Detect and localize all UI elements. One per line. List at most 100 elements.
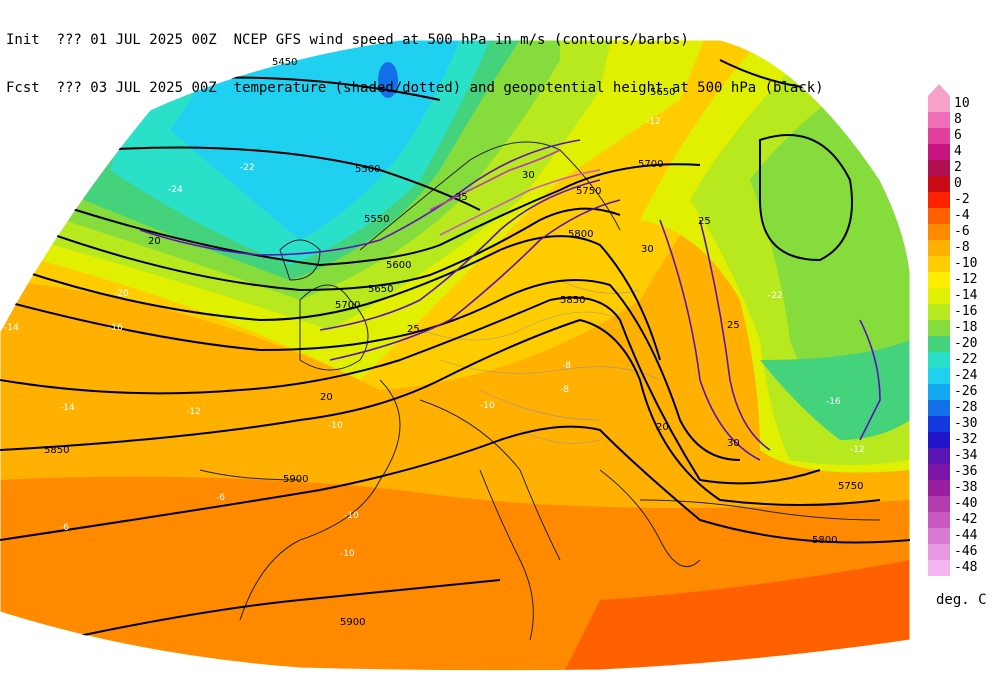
fcst-line: Fcst ??? 03 JUL 2025 00Z temperature (sh… bbox=[6, 80, 824, 96]
temp-label: -12 bbox=[186, 407, 201, 417]
legend-label: -28 bbox=[954, 400, 978, 415]
height-label-5900-south: 5900 bbox=[340, 617, 365, 628]
legend-swatch bbox=[928, 256, 950, 272]
legend-swatch bbox=[928, 368, 950, 384]
legend-label: -46 bbox=[954, 544, 978, 559]
height-label-5900: 5900 bbox=[283, 474, 308, 485]
height-label-5600: 5600 bbox=[386, 260, 411, 271]
legend-label: 10 bbox=[954, 96, 970, 111]
legend-swatch bbox=[928, 464, 950, 480]
temp-label: -16 bbox=[826, 397, 841, 407]
legend-swatch bbox=[928, 288, 950, 304]
legend-swatch bbox=[928, 144, 950, 160]
legend-swatch bbox=[928, 176, 950, 192]
map-frame bbox=[0, 39, 911, 672]
wind-label: 30 bbox=[641, 244, 654, 255]
init-label: Init bbox=[6, 32, 40, 48]
legend-label: -10 bbox=[954, 256, 978, 271]
legend-swatch bbox=[928, 272, 950, 288]
legend-label: -30 bbox=[954, 416, 978, 431]
wind-label: 25 bbox=[727, 320, 740, 331]
height-label-5700: 5700 bbox=[335, 300, 360, 311]
temp-label: -22 bbox=[768, 291, 783, 301]
legend-swatch bbox=[928, 224, 950, 240]
legend-entry: -24 bbox=[928, 368, 998, 384]
fcst-label: Fcst bbox=[6, 80, 40, 96]
legend-entry: -6 bbox=[928, 224, 998, 240]
legend-label: -2 bbox=[954, 192, 970, 207]
height-contours bbox=[0, 59, 910, 641]
wind-label: 25 bbox=[407, 324, 420, 335]
map-header: Init ??? 01 JUL 2025 00Z NCEP GFS wind s… bbox=[6, 0, 824, 112]
legend-swatch bbox=[928, 528, 950, 544]
legend-label: 0 bbox=[954, 176, 962, 191]
temp-label: -22 bbox=[240, 163, 255, 173]
legend-label: -44 bbox=[954, 528, 978, 543]
legend-swatch bbox=[928, 320, 950, 336]
temp-label: -10 bbox=[340, 549, 355, 559]
temp-label: -10 bbox=[344, 511, 359, 521]
legend-entry: -40 bbox=[928, 496, 998, 512]
height-label-5650: 5650 bbox=[368, 284, 393, 295]
temp-label: -20 bbox=[114, 289, 129, 299]
legend-arrow-icon bbox=[928, 84, 950, 96]
legend-entry: -38 bbox=[928, 480, 998, 496]
temperature-labels: -14 -16 -22 -24 -12 -10 -8 -6 -18 -14 -1… bbox=[4, 33, 865, 559]
init-run: ??? 01 JUL 2025 00Z bbox=[56, 32, 217, 48]
legend-label: -32 bbox=[954, 432, 978, 447]
legend-label: -12 bbox=[954, 272, 978, 287]
legend-label: -34 bbox=[954, 448, 978, 463]
legend-entry: 0 bbox=[928, 176, 998, 192]
legend-swatch bbox=[928, 544, 950, 560]
legend-entry: -32 bbox=[928, 432, 998, 448]
legend-swatch bbox=[928, 384, 950, 400]
legend-label: 6 bbox=[954, 128, 962, 143]
legend-swatch bbox=[928, 240, 950, 256]
legend-entry: 10 bbox=[928, 96, 998, 112]
title-line-1: NCEP GFS wind speed at 500 hPa in m/s (c… bbox=[233, 32, 689, 48]
legend-entry: -36 bbox=[928, 464, 998, 480]
legend-label: -4 bbox=[954, 208, 970, 223]
legend-entry: -8 bbox=[928, 240, 998, 256]
temp-label: -8 bbox=[560, 385, 569, 395]
legend-entry: -34 bbox=[928, 448, 998, 464]
coastlines bbox=[199, 141, 881, 641]
temp-label: -10 bbox=[328, 421, 343, 431]
legend-label: -6 bbox=[954, 224, 970, 239]
legend-entry: 4 bbox=[928, 144, 998, 160]
legend-label: -42 bbox=[954, 512, 978, 527]
legend-swatch bbox=[928, 112, 950, 128]
legend-swatch bbox=[928, 96, 950, 112]
height-label-5450: 5450 bbox=[272, 57, 297, 68]
legend-entry: -48 bbox=[928, 560, 998, 576]
wind-label: 35 bbox=[455, 192, 468, 203]
legend-label: -16 bbox=[954, 304, 978, 319]
fcst-run: ??? 03 JUL 2025 00Z bbox=[56, 80, 217, 96]
wind-label: 30 bbox=[522, 170, 535, 181]
legend-swatch bbox=[928, 208, 950, 224]
temp-label: -6 bbox=[60, 523, 69, 533]
height-label-5700-east: 5700 bbox=[638, 159, 663, 170]
wind-label: 20 bbox=[656, 422, 669, 433]
legend-swatch bbox=[928, 352, 950, 368]
height-label-5750: 5750 bbox=[576, 186, 601, 197]
legend-entry: -16 bbox=[928, 304, 998, 320]
legend-label: 8 bbox=[954, 112, 962, 127]
legend-label: -40 bbox=[954, 496, 978, 511]
title-line-2: temperature (shaded/dotted) and geopoten… bbox=[233, 80, 824, 96]
legend-entry: -20 bbox=[928, 336, 998, 352]
legend-swatch bbox=[928, 432, 950, 448]
temp-label: -10 bbox=[480, 401, 495, 411]
legend-entry: -42 bbox=[928, 512, 998, 528]
legend-swatch bbox=[928, 304, 950, 320]
legend-label: -24 bbox=[954, 368, 978, 383]
height-label-5550: 5550 bbox=[364, 214, 389, 225]
legend-entry: -18 bbox=[928, 320, 998, 336]
legend-entry: -26 bbox=[928, 384, 998, 400]
height-label-5500: 5500 bbox=[355, 164, 380, 175]
legend-entry: -2 bbox=[928, 192, 998, 208]
init-line: Init ??? 01 JUL 2025 00Z NCEP GFS wind s… bbox=[6, 32, 766, 48]
legend-label: 4 bbox=[954, 144, 962, 159]
legend-swatch bbox=[928, 560, 950, 576]
